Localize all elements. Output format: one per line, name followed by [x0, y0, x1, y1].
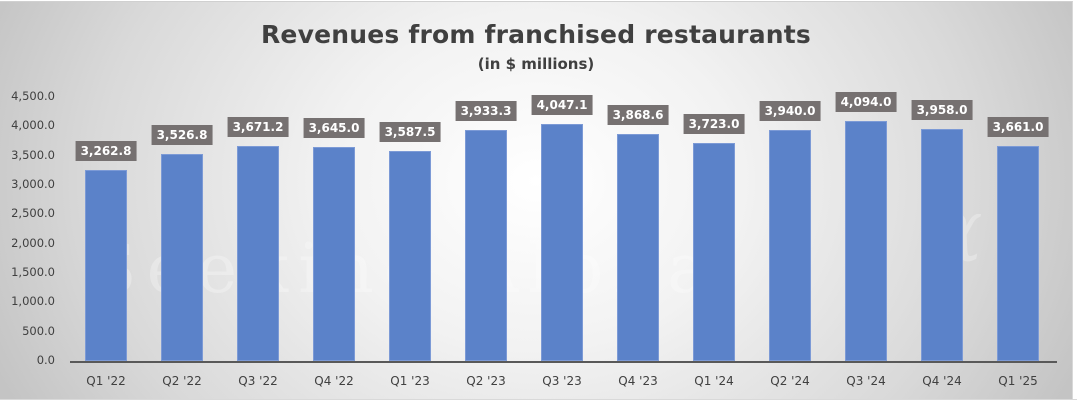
data-label: 3,868.6 [607, 105, 669, 126]
bar [85, 169, 127, 361]
data-label: 3,933.3 [455, 101, 517, 122]
y-tick-label: 4,000.0 [11, 118, 55, 133]
y-tick-label: 3,000.0 [11, 177, 55, 191]
bar [313, 147, 355, 361]
bar [465, 130, 507, 361]
bar [161, 154, 203, 361]
data-label: 3,587.5 [379, 121, 441, 142]
x-tick-label: Q3 '24 [846, 374, 886, 388]
x-tick-label: Q1 '24 [694, 374, 734, 388]
bar [921, 128, 963, 361]
chart-title: Revenues from franchised restaurants [260, 20, 812, 49]
bar [237, 145, 279, 361]
x-axis-line [70, 361, 1057, 363]
y-tick-label: 0.0 [36, 353, 55, 367]
bar [617, 134, 659, 361]
x-tick-label: Q4 '22 [314, 374, 354, 388]
y-tick-label: 1,500.0 [11, 265, 55, 279]
y-tick-label: 2,000.0 [11, 235, 55, 250]
data-label: 3,526.8 [151, 125, 213, 146]
data-label: 4,094.0 [835, 91, 897, 112]
x-tick-label: Q3 '22 [238, 374, 278, 388]
data-label: 3,671.2 [227, 116, 289, 137]
x-tick-label: Q2 '22 [162, 374, 202, 388]
x-tick-label: Q4 '23 [618, 374, 658, 388]
bar [769, 129, 811, 361]
bar [541, 123, 583, 361]
data-label: 3,958.0 [911, 99, 973, 120]
chart-subtitle: (in $ millions) [477, 55, 595, 73]
data-label: 3,645.0 [303, 118, 365, 139]
x-tick-label: Q1 '25 [998, 374, 1038, 388]
x-tick-label: Q3 '23 [542, 374, 582, 388]
y-tick-label: 3,500.0 [11, 147, 55, 162]
y-tick-label: 500.0 [22, 323, 55, 338]
bar [389, 150, 431, 361]
x-tick-label: Q1 '22 [86, 374, 126, 388]
data-label: 3,723.0 [683, 113, 745, 134]
bar [997, 146, 1039, 361]
x-tick-label: Q1 '23 [390, 374, 430, 388]
data-label: 3,940.0 [759, 100, 821, 121]
data-label: 3,262.8 [75, 140, 137, 161]
y-tick-label: 1,000.0 [11, 294, 55, 309]
x-tick-label: Q2 '24 [770, 374, 810, 388]
data-label: 3,661.0 [987, 117, 1049, 138]
bar [693, 142, 735, 361]
data-label: 4,047.1 [531, 94, 593, 115]
x-tick-label: Q2 '23 [466, 374, 506, 388]
bar [845, 120, 887, 361]
x-tick-label: Q4 '24 [922, 374, 962, 388]
y-tick-label: 2,500.0 [11, 206, 55, 221]
y-tick-label: 4,500.0 [11, 89, 55, 103]
sheet-gridline [0, 399, 1077, 403]
